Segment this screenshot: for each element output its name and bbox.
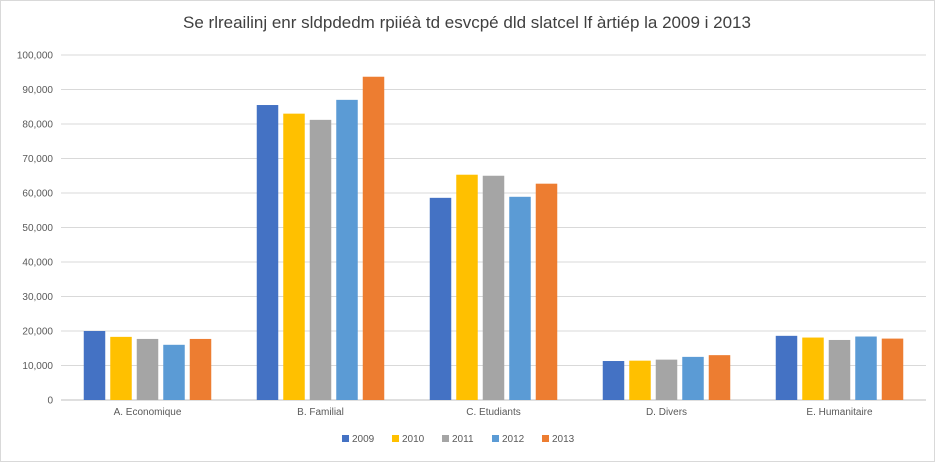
y-axis: 0 10,000 20,000 30,000 40,000 50,000 60,000 70,… — [17, 51, 54, 407]
bar-2012-3 — [509, 196, 531, 400]
y-tick-label: 20,000 — [22, 327, 53, 338]
legend-item: 2012 — [492, 434, 525, 445]
bar-2009-1 — [83, 331, 106, 400]
bar-2010-5 — [802, 337, 824, 400]
y-tick-label: 10,000 — [22, 361, 53, 372]
legend-swatch — [542, 435, 549, 442]
y-tick-label: 30,000 — [22, 292, 53, 303]
legend-label: 2009 — [352, 434, 375, 445]
y-tick-label: 70,000 — [22, 154, 53, 165]
bar-2012-1 — [163, 344, 185, 400]
chart-title: Se rlreailinj enr sldpdedm rpiiéà td esv… — [183, 13, 751, 32]
bar-2010-2 — [283, 113, 305, 401]
bar-2013-3 — [535, 183, 558, 400]
x-tick-label: C. Etudiants — [466, 407, 520, 418]
legend-item: 2009 — [342, 434, 375, 445]
y-tick-label: 80,000 — [22, 120, 53, 131]
bar-2013-1 — [189, 338, 212, 400]
y-tick-label: 100,000 — [17, 51, 54, 62]
legend-label: 2013 — [552, 434, 575, 445]
legend-label: 2012 — [502, 434, 525, 445]
x-tick-label: D. Divers — [646, 407, 687, 418]
y-tick-label: 40,000 — [22, 258, 53, 269]
bar-2012-4 — [682, 356, 704, 400]
x-axis: A. Economique B. Familial C. Etudiants D. D… — [114, 407, 873, 418]
legend-swatch — [492, 435, 499, 442]
bar-2010-4 — [629, 360, 651, 400]
bar-2011-1 — [136, 338, 159, 400]
bar-2009-5 — [775, 335, 798, 400]
legend-item: 2011 — [442, 434, 474, 445]
bar-2012-5 — [855, 336, 877, 400]
bar-2011-3 — [482, 175, 505, 400]
bar-2012-2 — [336, 99, 358, 400]
bar-2011-5 — [828, 339, 851, 400]
y-tick-label: 60,000 — [22, 189, 53, 200]
y-tick-label: 0 — [47, 396, 53, 407]
legend-swatch — [342, 435, 349, 442]
legend: 2009 2010 2011 2012 2013 — [342, 434, 575, 445]
bars — [83, 76, 904, 401]
legend-swatch — [442, 435, 449, 442]
bar-2010-3 — [456, 174, 478, 400]
bar-2009-2 — [256, 105, 279, 401]
legend-item: 2013 — [542, 434, 575, 445]
bar-2010-1 — [110, 336, 132, 400]
bar-2013-2 — [362, 76, 385, 401]
legend-swatch — [392, 435, 399, 442]
bar-2013-4 — [708, 355, 731, 400]
bar-2009-4 — [602, 361, 625, 400]
x-tick-label: A. Economique — [114, 407, 182, 418]
bar-2013-5 — [881, 338, 904, 400]
y-tick-label: 50,000 — [22, 223, 53, 234]
bar-2009-3 — [429, 197, 452, 400]
y-tick-label: 90,000 — [22, 85, 53, 96]
x-tick-label: B. Familial — [297, 407, 344, 418]
bar-2011-4 — [655, 359, 678, 400]
bar-2011-2 — [309, 119, 332, 401]
legend-item: 2010 — [392, 434, 425, 445]
legend-label: 2011 — [452, 434, 474, 445]
legend-label: 2010 — [402, 434, 425, 445]
x-tick-label: E. Humanitaire — [806, 407, 873, 418]
